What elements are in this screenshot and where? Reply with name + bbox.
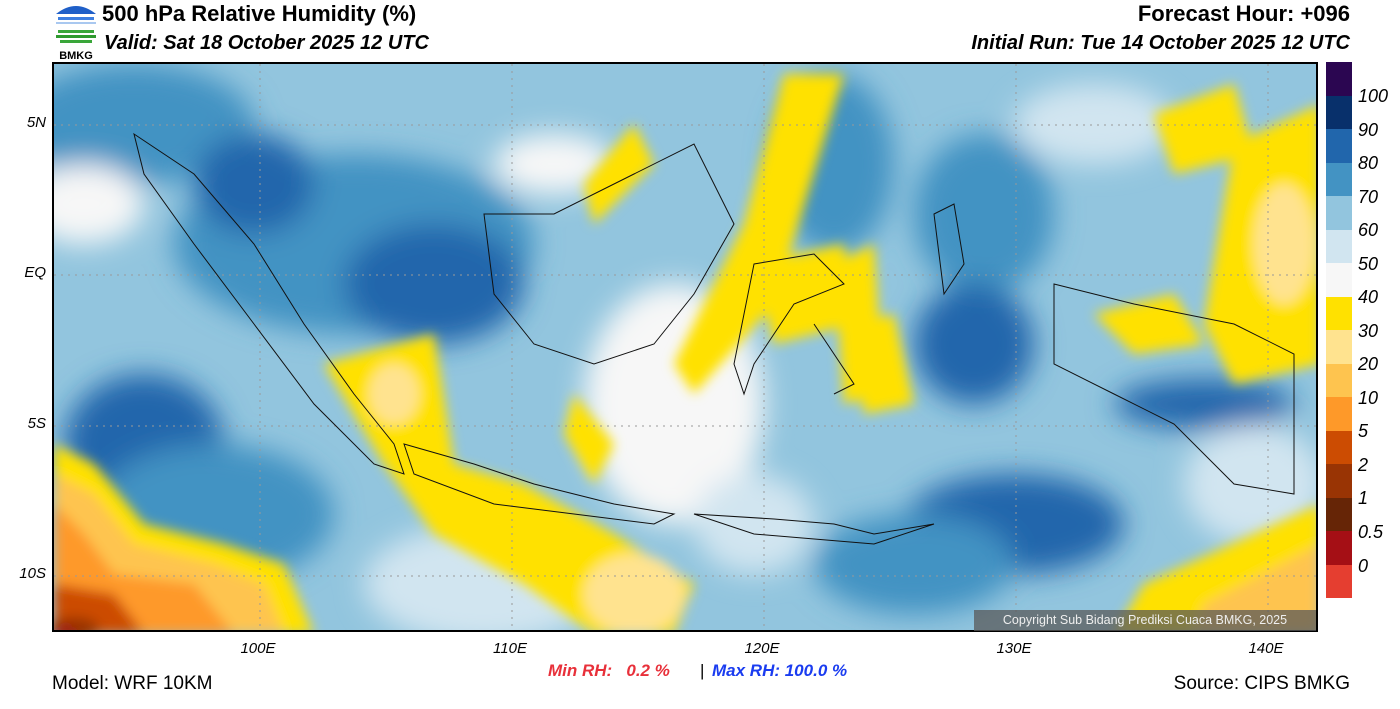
source-label: Source: CIPS BMKG [1173,673,1350,694]
lat-tick: 5S [27,415,46,432]
lat-tick: 10S [19,565,46,582]
colorbar-label: 40 [1358,287,1379,307]
colorbar-label: 90 [1358,120,1379,140]
forecast-hour: Forecast Hour: +096 [1137,1,1350,26]
colorbar-label: 50 [1358,254,1379,274]
lon-tick: 140E [1248,640,1284,657]
lat-tick: 5N [26,114,46,131]
colorbar-label: 0.5 [1358,522,1384,542]
copyright-text: Copyright Sub Bidang Prediksi Cuaca BMKG… [974,610,1316,631]
colorbar-label: 20 [1358,354,1379,374]
colorbar-segment [1326,129,1352,163]
colorbar-segment [1326,62,1352,96]
lat-tick: EQ [24,264,46,281]
colorbar-segment [1326,196,1352,230]
colorbar-segment [1326,330,1352,364]
colorbar-label: 30 [1358,321,1379,341]
bmkg-logo: BMKG [52,0,100,62]
colorbar-label: 80 [1358,153,1379,173]
colorbar-segment [1326,531,1352,565]
colorbar-segment [1326,363,1352,397]
colorbar-label: 1 [1358,488,1369,508]
lon-tick: 120E [744,640,780,657]
colorbar-segment [1326,95,1352,129]
colorbar-label: 10 [1358,388,1379,408]
colorbar-segment [1326,497,1352,531]
colorbar-segment [1326,397,1352,431]
min-rh: Min RH: 0.2 % [548,661,670,680]
lon-tick: 110E [493,640,527,657]
chart-title: 500 hPa Relative Humidity (%) [102,1,417,26]
svg-text:BMKG: BMKG [59,50,93,62]
colorbar-segment [1326,430,1352,464]
colorbar-segment [1326,564,1352,598]
lon-tick: 100E [240,640,276,657]
lon-tick: 130E [996,640,1032,657]
colorbar-segment [1326,162,1352,196]
colorbar-label: 60 [1358,220,1379,240]
colorbar-segment [1326,296,1352,330]
colorbar-label: 100 [1358,86,1389,106]
initial-run: Initial Run: Tue 14 October 2025 12 UTC [971,32,1350,54]
colorbar-label: 2 [1358,455,1369,475]
valid-time: Valid: Sat 18 October 2025 12 UTC [104,32,429,54]
colorbar-label: 0 [1358,556,1369,576]
colorbar-segment [1326,464,1352,498]
colorbar-label: 70 [1358,187,1379,207]
colorbar-segment [1326,263,1352,297]
colorbar-label: 5 [1358,421,1369,441]
max-rh: Max RH: 100.0 % [712,661,848,680]
colorbar-segment [1326,229,1352,263]
stats-separator: | [700,661,705,680]
model-label: Model: WRF 10KM [52,673,213,694]
colorbar [1326,62,1352,598]
humidity-map [52,62,1318,632]
